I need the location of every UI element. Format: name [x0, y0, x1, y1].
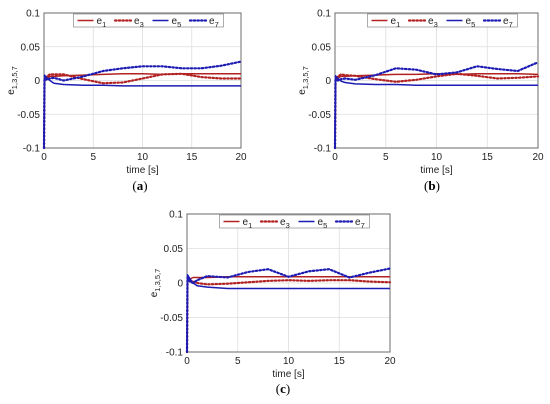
series-line-e5 [186, 273, 390, 353]
y-tick-label: 0.05 [164, 244, 184, 255]
legend-label-e3: e3 [428, 16, 438, 29]
legend-label-e1: e1 [391, 16, 401, 29]
legend-label-e3: e3 [134, 16, 144, 29]
y-tick-label: 0 [325, 76, 331, 87]
panel-label: (c) [276, 381, 290, 396]
x-tick-label: 10 [137, 152, 149, 163]
series-line-e5 [334, 75, 538, 149]
panel-label: (a) [132, 178, 147, 193]
legend-label-e5: e5 [172, 16, 182, 29]
legend-label-e3: e3 [280, 217, 290, 230]
legend-box [73, 13, 224, 28]
x-tick-label: 10 [283, 356, 295, 367]
x-tick-label: 20 [235, 152, 247, 163]
x-tick-label: 0 [184, 356, 190, 367]
series-line-e3 [333, 72, 540, 150]
series-line-e1 [334, 73, 539, 149]
legend-box [367, 13, 518, 28]
y-tick-label: -0.05 [17, 110, 40, 121]
x-axis-label: time [s] [126, 165, 158, 176]
y-tick-label: -0.1 [23, 144, 41, 155]
legend-label-e1: e1 [97, 16, 107, 29]
x-tick-label: 15 [186, 152, 198, 163]
series-line-e7 [333, 61, 540, 150]
legend-label-e5: e5 [466, 16, 476, 29]
series-line-e7 [185, 267, 392, 354]
x-tick-label: 5 [235, 356, 241, 367]
x-tick-label: 15 [334, 356, 346, 367]
panel-label: (b) [424, 178, 440, 193]
x-tick-label: 5 [90, 152, 96, 163]
x-tick-label: 0 [332, 152, 338, 163]
legend-label-e7: e7 [209, 16, 219, 29]
y-tick-label: 0 [34, 76, 40, 87]
series-line-e3 [42, 72, 243, 150]
y-tick-label: 0.1 [317, 9, 331, 20]
y-tick-label: 0.1 [26, 9, 40, 20]
y-tick-label: -0.05 [308, 110, 331, 121]
y-tick-label: -0.05 [160, 313, 183, 324]
y-tick-label: -0.1 [314, 144, 332, 155]
chart-panel-1: 0 5 10 15 20 0.1 0.05 0 -0.05 -0.1 e1 e3 e5 e7 time [s… [6, 9, 247, 194]
x-tick-label: 20 [384, 356, 396, 367]
y-axis-label: e1,3,5,7 [149, 269, 162, 298]
y-tick-label: -0.1 [166, 348, 184, 359]
x-tick-label: 5 [383, 152, 389, 163]
x-axis-label: time [s] [420, 165, 452, 176]
chart-panel-2: 0 5 10 15 20 0.1 0.05 0 -0.05 -0.1 e1 e3 e5 e7 time [s… [297, 9, 544, 194]
x-tick-label: 20 [532, 152, 544, 163]
y-tick-label: 0.1 [169, 210, 183, 221]
x-axis-label: time [s] [272, 369, 304, 380]
y-axis-label: e1,3,5,7 [6, 66, 19, 95]
series-line-e1 [186, 276, 390, 353]
x-tick-label: 15 [482, 152, 494, 163]
legend-label-e5: e5 [318, 217, 328, 230]
legend-box [219, 214, 370, 229]
y-tick-label: 0.05 [312, 42, 332, 53]
x-tick-label: 0 [41, 152, 47, 163]
series-line-e7 [42, 60, 243, 150]
y-tick-label: 0 [177, 279, 183, 290]
legend-label-e7: e7 [355, 217, 365, 230]
y-axis-label: e1,3,5,7 [297, 66, 310, 95]
legend-label-e7: e7 [503, 16, 513, 29]
x-tick-label: 10 [431, 152, 443, 163]
y-tick-label: 0.05 [21, 42, 41, 53]
legend-label-e1: e1 [243, 217, 253, 230]
series-line-e1 [43, 73, 241, 149]
chart-panel-3: 0 5 10 15 20 0.1 0.05 0 -0.05 -0.1 e1 e3 e5 e7 time [s… [149, 210, 396, 397]
